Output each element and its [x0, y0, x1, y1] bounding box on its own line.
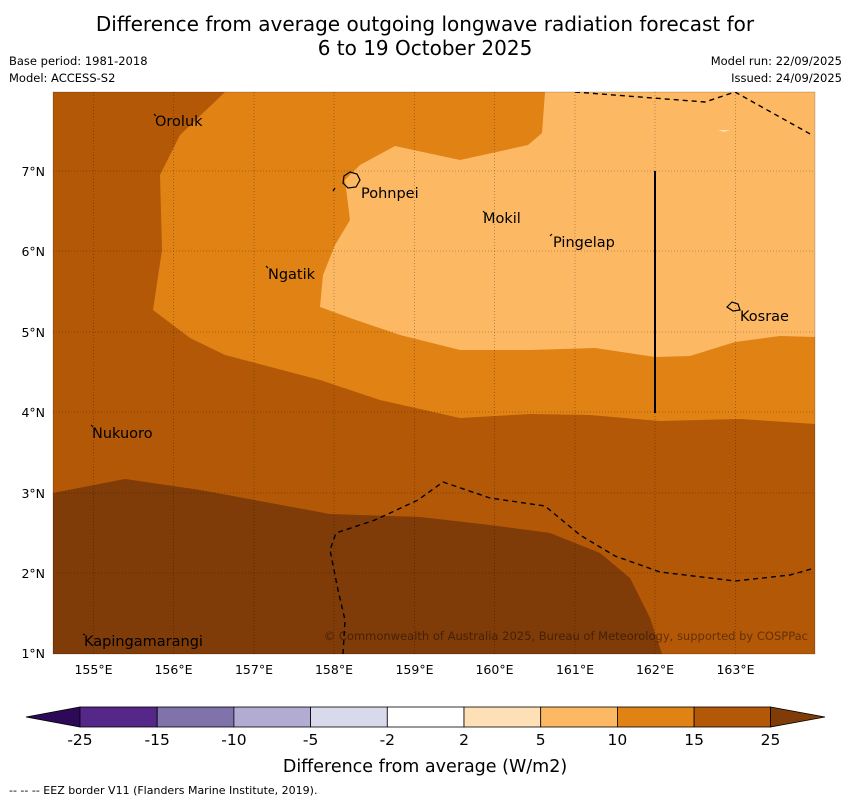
- colorbar: [25, 706, 826, 728]
- lat-tick-4n: 4°N: [21, 405, 45, 420]
- colorbar-bin-5: [386, 706, 465, 728]
- place-nukuoro: Nukuoro: [92, 426, 153, 442]
- map-frame: [52, 91, 816, 655]
- cbar-label-neg25: -25: [67, 731, 92, 749]
- kapinga-atoll: [82, 633, 86, 636]
- colorbar-bin-1: [79, 706, 158, 728]
- blemish: [718, 130, 730, 132]
- meta-left: Base period: 1981-2018 Model: ACCESS-S2: [9, 53, 148, 87]
- eez-source-note: -- -- -- EEZ border V11 (Flanders Marine…: [9, 784, 318, 797]
- cbar-label-10: 10: [608, 731, 628, 749]
- lon-tick-156e: 156°E: [154, 662, 192, 677]
- mokil-atoll: [482, 210, 486, 214]
- lat-tick-2n: 2°N: [21, 566, 45, 581]
- place-pingelap: Pingelap: [553, 235, 615, 251]
- lat-tick-5n: 5°N: [21, 325, 45, 340]
- band-5-10: [320, 92, 815, 357]
- colorbar-bin-2: [156, 706, 235, 728]
- place-oroluk: Oroluk: [155, 114, 203, 130]
- colorbar-title: Difference from average (W/m2): [283, 757, 567, 777]
- colorbar-bin-4: [310, 706, 388, 728]
- lon-tick-157e: 157°E: [235, 662, 273, 677]
- title-line-2: 6 to 19 October 2025: [317, 36, 533, 60]
- lon-tick-163e: 163°E: [716, 662, 754, 677]
- cbar-label-15: 15: [684, 731, 704, 749]
- lon-tick-labels: 155°E 156°E 157°E 158°E 159°E 160°E 161°…: [74, 662, 754, 677]
- place-mokil: Mokil: [483, 211, 521, 227]
- lat-tick-7n: 7°N: [21, 164, 45, 179]
- title-line-1: Difference from average outgoing longwav…: [95, 12, 755, 36]
- lon-tick-159e: 159°E: [395, 662, 433, 677]
- eez-border-south: [329, 481, 815, 654]
- lon-tick-155e: 155°E: [74, 662, 112, 677]
- forecast-map: Oroluk Pohnpei Mokil Pingelap Ngatik Kos…: [21, 91, 826, 777]
- colorbar-bin-8: [617, 706, 695, 728]
- kosrae-outline: [726, 301, 741, 312]
- colorbar-min-arrow: [25, 706, 81, 728]
- colorbar-max-arrow: [770, 706, 826, 728]
- copyright-note: © Commonwealth of Australia 2025, Bureau…: [324, 629, 808, 643]
- place-kapingamarangi: Kapingamarangi: [84, 634, 203, 650]
- cbar-label-2: 2: [459, 731, 469, 749]
- eez-border-north: [574, 92, 813, 136]
- place-ngatik: Ngatik: [268, 267, 316, 283]
- place-labels: Oroluk Pohnpei Mokil Pingelap Ngatik Kos…: [84, 114, 789, 650]
- place-kosrae: Kosrae: [740, 309, 789, 325]
- nukuoro-atoll: [90, 424, 94, 428]
- map-fill: [53, 92, 815, 654]
- colorbar-bin-6: [463, 706, 542, 728]
- colorbar-bin-9: [693, 706, 771, 728]
- meta-right: Model run: 22/09/2025 Issued: 24/09/2025: [711, 53, 842, 87]
- lat-tick-3n: 3°N: [21, 486, 45, 501]
- model-name: Model: ACCESS-S2: [9, 71, 116, 85]
- colorbar-bin-7: [540, 706, 618, 728]
- pohnpei-outline: [342, 171, 361, 189]
- lat-tick-6n: 6°N: [21, 244, 45, 259]
- cbar-label-neg5: -5: [303, 731, 318, 749]
- oroluk-atoll: [153, 113, 157, 117]
- colorbar-bin-3: [233, 706, 311, 728]
- eez-borders: [329, 92, 815, 654]
- island-outlines: [82, 113, 741, 636]
- colorbar-tick-labels: -25 -15 -10 -5 -2 2 5 10 15 25: [67, 731, 780, 749]
- cbar-label-neg2: -2: [380, 731, 395, 749]
- cbar-label-25: 25: [761, 731, 781, 749]
- cbar-label-neg15: -15: [145, 731, 170, 749]
- lon-tick-161e: 161°E: [556, 662, 594, 677]
- lat-tick-labels: 7°N 6°N 5°N 4°N 3°N 2°N 1°N: [21, 164, 45, 661]
- lon-tick-158e: 158°E: [315, 662, 353, 677]
- cbar-label-5: 5: [536, 731, 546, 749]
- pohnpei-outlier: [332, 187, 336, 192]
- map-title: Difference from average outgoing longwav…: [0, 12, 850, 60]
- lon-tick-160e: 160°E: [475, 662, 513, 677]
- lon-tick-162e: 162°E: [636, 662, 674, 677]
- model-run: Model run: 22/09/2025: [710, 54, 842, 68]
- issued-date: Issued: 24/09/2025: [731, 71, 842, 85]
- cbar-label-neg10: -10: [221, 731, 246, 749]
- lat-tick-1n: 1°N: [21, 646, 45, 661]
- place-pohnpei: Pohnpei: [361, 186, 419, 202]
- band-above-25: [53, 479, 662, 654]
- base-period: Base period: 1981-2018: [9, 54, 148, 68]
- pingelap-atoll: [549, 233, 553, 237]
- ngatik-atoll: [265, 265, 269, 269]
